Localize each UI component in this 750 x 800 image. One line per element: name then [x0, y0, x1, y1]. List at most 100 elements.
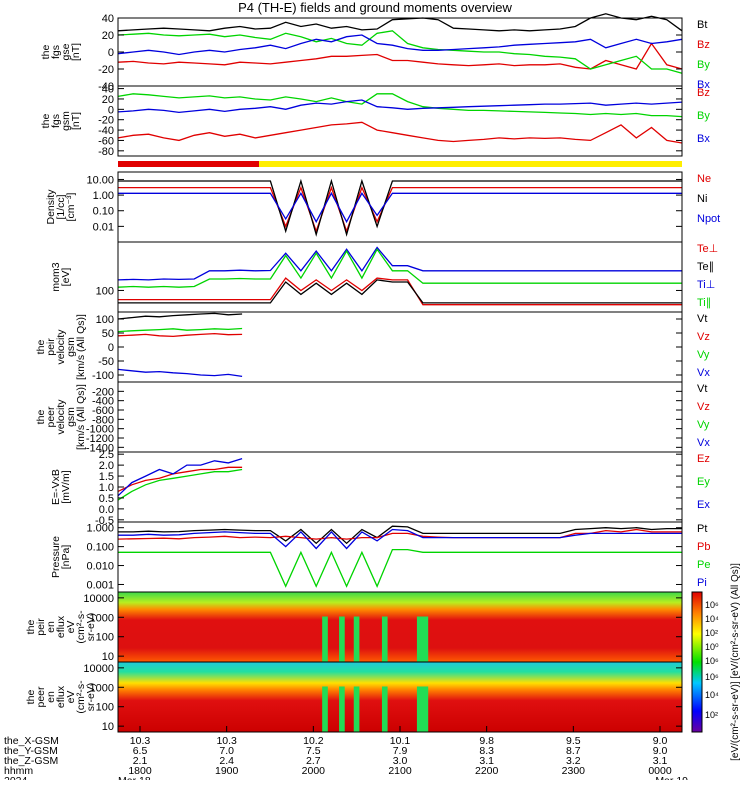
legend-entry: Pi — [697, 577, 707, 589]
y-tick-label: 100 — [96, 285, 114, 297]
y-axis-label: gsm — [60, 111, 72, 131]
y-axis-label: [mV/m] — [60, 470, 72, 503]
y-axis-label: [nT] — [70, 112, 82, 130]
series-line-Bx — [117, 34, 683, 56]
chart-title: P4 (TH-E) fields and ground moments over… — [238, 0, 512, 15]
y-tick-label: 1000 — [90, 682, 114, 694]
plot-area — [118, 382, 682, 452]
series-line-Ne — [118, 185, 682, 234]
x-tick-label: 9.0 — [653, 745, 668, 757]
y-tick-label: -100 — [92, 370, 114, 382]
legend-entry: Ex — [697, 499, 710, 511]
y-tick-label: 0.001 — [86, 579, 114, 591]
x-tick-label: 2200 — [475, 765, 499, 777]
y-axis-label: the — [25, 620, 37, 635]
spectrogram-gap — [322, 686, 328, 732]
y-tick-label: 0.10 — [93, 206, 114, 218]
y-tick-label: 10 — [102, 721, 114, 733]
y-tick-label: 20 — [102, 30, 114, 42]
y-tick-label: 0.01 — [93, 221, 114, 233]
x-tick-label: 7.9 — [393, 745, 408, 757]
y-tick-label: 100 — [96, 632, 114, 644]
y-axis-label: the — [35, 340, 47, 355]
y-tick-label: 1.0 — [99, 482, 114, 494]
y-axis-label: (cm²-s- — [75, 680, 87, 714]
y-tick-label: 2.0 — [99, 460, 114, 472]
legend-entry: Ez — [697, 453, 710, 465]
series-line-Bx — [117, 99, 683, 114]
y-axis-label: en — [45, 691, 57, 703]
y-tick-label: 10.00 — [86, 174, 114, 186]
legend-entry: Vx — [697, 437, 710, 449]
series-line-Pe — [118, 548, 682, 588]
y-tick-label: -20 — [98, 115, 114, 127]
y-tick-label: 20 — [102, 94, 114, 106]
x-tick-label: 6.5 — [133, 745, 148, 757]
plot-area — [118, 452, 682, 522]
x-tick-label: 3.2 — [566, 755, 581, 767]
legend-entry: Bx — [697, 133, 710, 145]
overview-figure: 40200-20-40thefgsgse[nT]BtBzByBx40200-20… — [4, 13, 741, 780]
y-tick-label: 100 — [96, 702, 114, 714]
y-axis-label: the — [25, 690, 37, 705]
x-tick-label: 8.3 — [479, 745, 494, 757]
y-axis-label: [cm⁻³] — [65, 192, 77, 221]
y-tick-label: -50 — [98, 356, 114, 368]
y-tick-label: -80 — [98, 146, 114, 158]
legend-entry: Bt — [697, 19, 707, 31]
x-tick-label: 9.8 — [479, 735, 494, 747]
y-axis-label: [1/cc] — [55, 194, 67, 219]
legend-entry: Pb — [697, 541, 710, 553]
y-tick-label: 1.5 — [99, 471, 114, 483]
panel-peir_eflux: 10000 1000 100 10 thepeirenefluxeV(cm²-s-sr-… — [25, 591, 683, 663]
x-tick-label: 7.0 — [219, 745, 234, 757]
y-axis-label: [nT] — [70, 43, 82, 61]
series-line-Vx — [117, 368, 243, 378]
y-tick-label: -200 — [92, 386, 114, 398]
colorbar-tick-label: 10² — [705, 710, 718, 720]
x-tick-label: 8.7 — [566, 745, 581, 757]
legend-entry: Ti∥ — [697, 297, 711, 309]
colorbar-tick-label: 10⁰ — [705, 642, 719, 652]
x-tick-label: 3.1 — [479, 755, 494, 767]
spectrogram-gap — [353, 686, 360, 732]
y-tick-label: 0.0 — [99, 504, 114, 516]
panel-frame — [117, 85, 683, 157]
y-axis-label: peer — [45, 406, 57, 428]
legend-entry: Ni — [697, 193, 707, 205]
x-tick-label: 9.0 — [653, 735, 668, 747]
x-tick-label: 2.1 — [133, 755, 148, 767]
y-axis-label: gsm — [65, 337, 77, 357]
x-row-label: hhmm — [4, 765, 33, 777]
x-tick-label: 10.2 — [303, 735, 324, 747]
spectrogram-gap — [339, 686, 345, 732]
y-axis-label: gse — [60, 43, 72, 60]
y-tick-label: 100 — [96, 314, 114, 326]
y-tick-label: -20 — [98, 64, 114, 76]
y-tick-label: 0.100 — [86, 542, 114, 554]
x-tick-label: 1900 — [215, 765, 239, 777]
y-axis-label: the — [40, 45, 52, 60]
y-tick-label: 40 — [102, 13, 114, 25]
y-tick-label: 10000 — [83, 593, 114, 605]
y-axis-label: [eV] — [60, 268, 72, 287]
y-tick-label: -40 — [98, 125, 114, 137]
series-line-Vz — [117, 332, 243, 338]
spectrogram-gap — [416, 686, 429, 732]
x-tick-label: 7.5 — [306, 745, 321, 757]
spectrogram-fill — [118, 592, 682, 662]
y-axis-label: velocity — [55, 329, 67, 365]
legend-entry: Vz — [697, 401, 710, 413]
plot-area — [118, 172, 682, 242]
series-line-By — [117, 93, 683, 118]
y-tick-label: -1000 — [86, 424, 114, 436]
y-axis-label: E=-VxB — [50, 469, 62, 505]
y-axis-label: eV — [65, 621, 77, 634]
legend-entry: Vz — [697, 331, 710, 343]
series-line-Pt — [118, 525, 682, 545]
y-axis-label: peir — [45, 338, 57, 356]
spectrogram-gap — [381, 686, 388, 732]
x-row-label: the_X-GSM — [4, 735, 59, 747]
y-tick-label: -800 — [92, 414, 114, 426]
legend-entry: Vt — [697, 313, 707, 325]
